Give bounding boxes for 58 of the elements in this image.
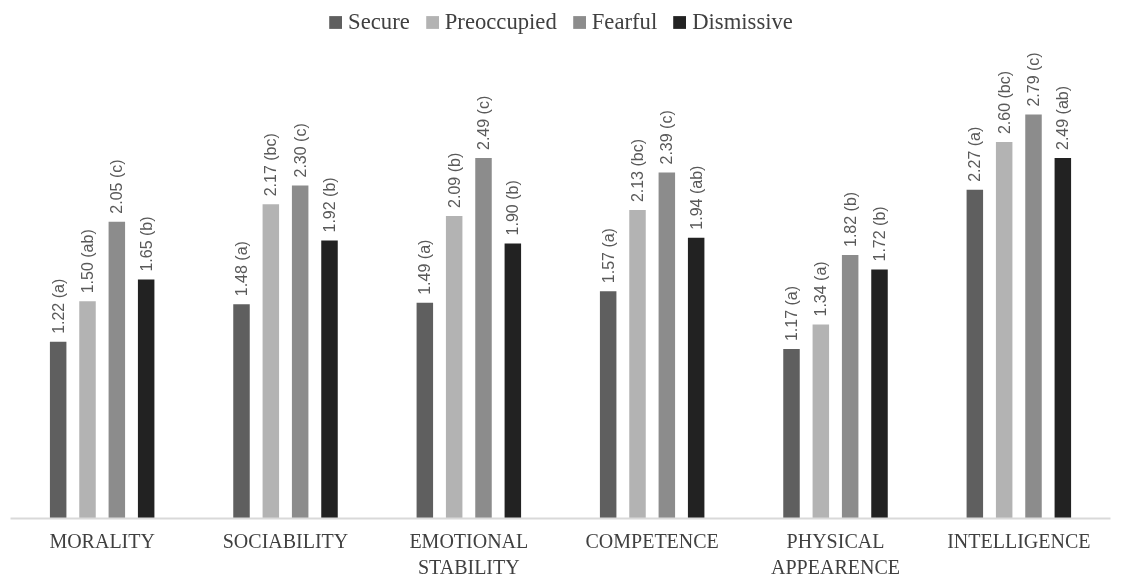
bar [445,215,463,519]
bar [812,324,830,519]
x-tick-label: EMOTIONAL STABILITY [409,529,529,578]
data-label: 2.60 (bc) [995,70,1013,135]
data-label: 2.49 (ab) [1054,85,1072,150]
bar [475,158,492,519]
data-label: 2.49 (c) [475,95,492,150]
bar [995,142,1013,519]
x-tick-label: INTELLIGENCE [947,529,1091,552]
data-label: 2.79 (c) [1025,52,1042,107]
data-label: 1.90 (b) [504,180,522,236]
bar [79,301,96,519]
bar [1054,158,1072,519]
legend-label: Preoccupied [444,9,557,35]
bar [108,221,126,519]
data-label: 2.30 (c) [291,123,309,178]
legend-label: Dismissive [692,9,793,35]
bar [871,269,888,519]
data-label: 1.22 (a) [49,278,67,334]
legend-label: Fearful [591,9,658,35]
bar [687,237,705,519]
bar [291,185,309,519]
bar [321,240,338,519]
data-label: 1.34 (a) [812,261,830,317]
data-label: 2.27 (a) [966,126,984,182]
x-tick-label: SOCIABILITY [222,529,349,552]
data-label: 1.48 (a) [233,241,250,297]
data-label: 1.65 (b) [137,216,155,272]
data-label: 1.92 (b) [321,177,338,233]
data-label: 1.82 (b) [841,191,859,247]
data-label: 2.09 (b) [445,152,463,208]
bar [262,204,280,519]
data-label: 1.17 (a) [783,285,800,342]
data-label: 1.94 (ab) [687,165,705,230]
bar [416,302,434,519]
bar [599,291,617,519]
data-label: 1.50 (ab) [79,229,96,294]
x-tick-label: PHYSICAL APPEARENCE [771,529,900,578]
data-label: 1.57 (a) [599,228,617,284]
bar [49,341,67,519]
bar [966,189,984,519]
x-tick-label: COMPETENCE [585,529,719,552]
data-label: 1.72 (b) [871,206,888,262]
bar [629,210,646,519]
data-label: 1.49 (a) [416,239,434,295]
data-label: 2.17 (bc) [262,133,280,197]
data-label: 2.39 (c) [658,110,676,165]
bar [504,243,522,519]
bar [783,349,800,519]
data-label: 2.05 (c) [108,159,126,214]
bar [658,172,676,519]
bar [1025,114,1042,519]
bar [841,255,859,519]
x-tick-label: MORALITY [49,529,155,552]
legend-label: Secure [348,9,410,35]
bar [233,304,250,519]
data-label: 2.13 (bc) [629,138,646,203]
bar [137,279,155,519]
